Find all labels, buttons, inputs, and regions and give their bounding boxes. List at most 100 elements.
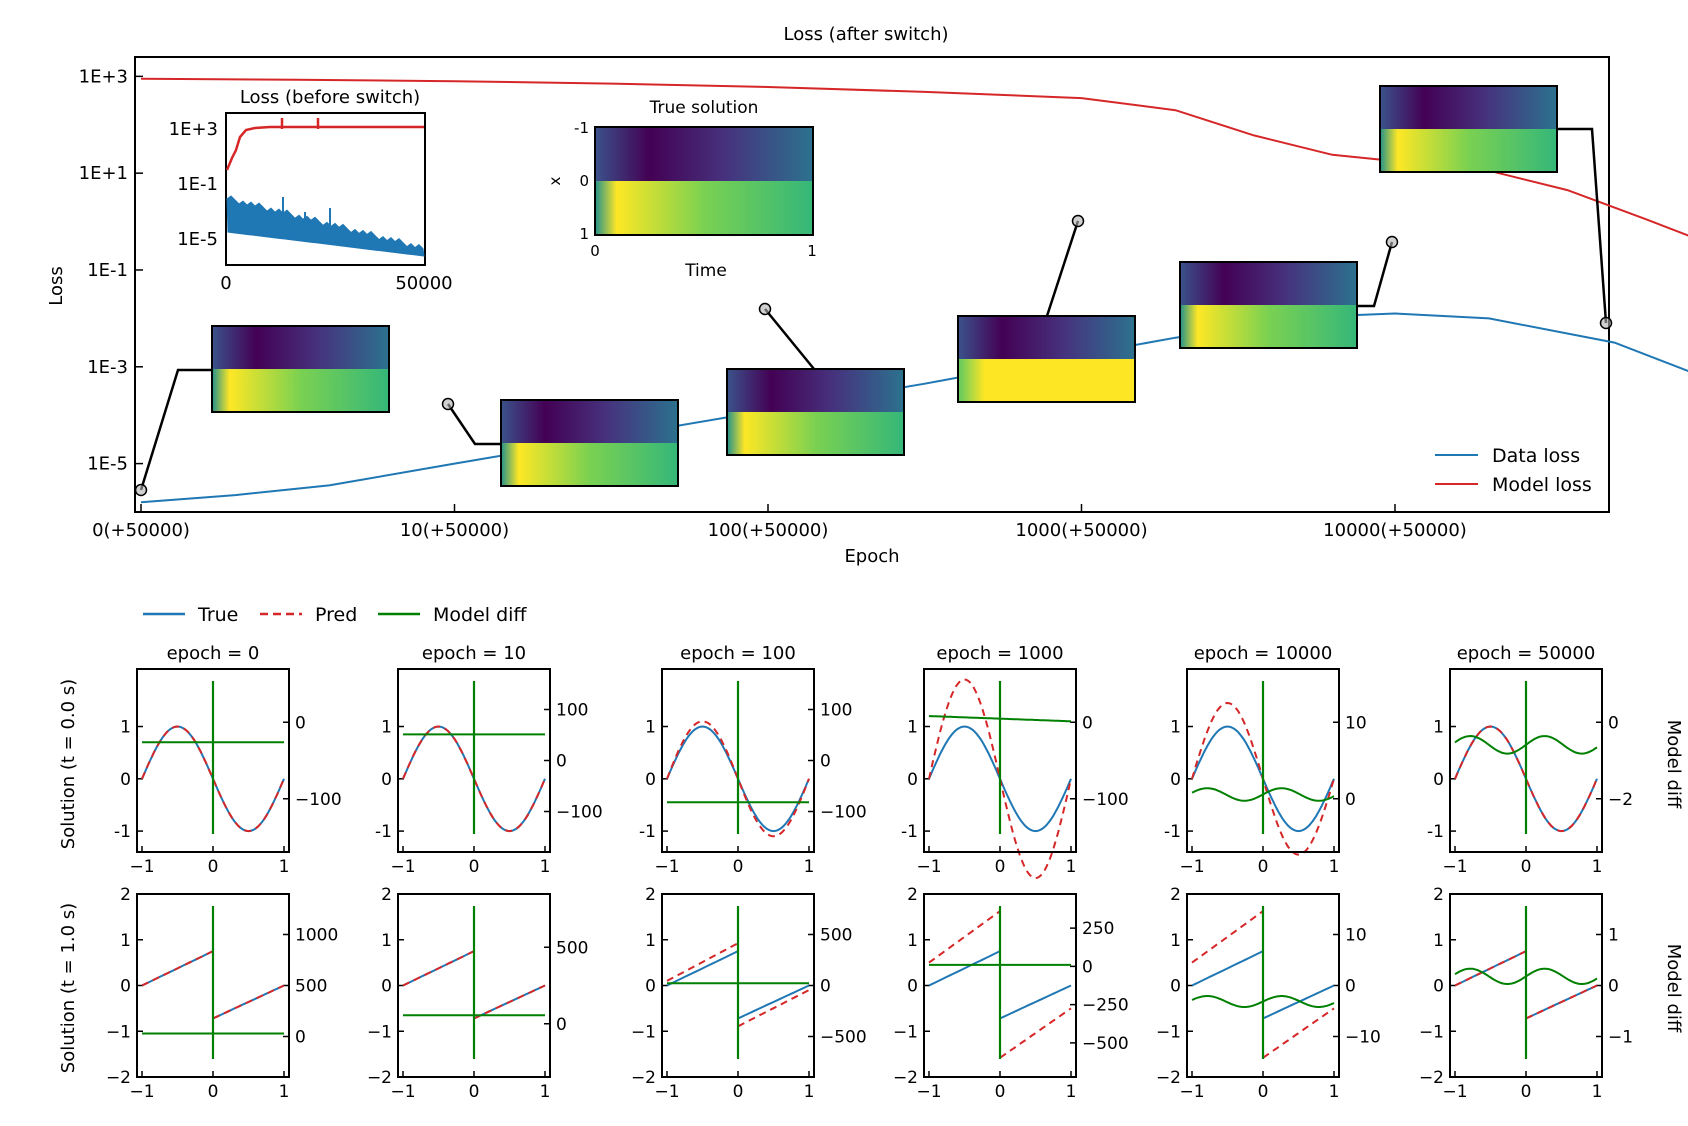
- inset-before-data-loss: [226, 195, 425, 257]
- panel-ytick-label: 1: [1170, 931, 1181, 951]
- snapshot-heatmap-top-4: [1180, 262, 1357, 305]
- panel-y2tick-label: −100: [295, 790, 342, 810]
- panel-y2tick-label: −100: [556, 803, 603, 823]
- panel-title: epoch = 10000: [1194, 643, 1333, 664]
- grid-legend-true: True: [197, 604, 238, 626]
- panel-xtick-label: −1: [916, 857, 941, 877]
- snapshot-connector-3: [1045, 220, 1080, 317]
- panel-xtick-label: 0: [469, 1082, 480, 1102]
- panel-frame: [1186, 893, 1340, 1078]
- panel-xtick-label: −1: [1179, 857, 1204, 877]
- panel-ytick-label: −2: [631, 1068, 656, 1088]
- panel-ytick-label: 1: [381, 718, 392, 738]
- snapshot-heatmap-3: [957, 315, 1136, 403]
- panel-0-5: 1 0 -1 0 −2 −1 0 1 epoch = 50000: [1427, 643, 1633, 877]
- panel-frame: [1186, 668, 1340, 853]
- panel-ytick-label: 2: [907, 885, 918, 905]
- panel-xtick-label: 0: [1521, 1082, 1532, 1102]
- panel-xtick-label: 0: [1258, 857, 1269, 877]
- legend-model-loss: Model loss: [1492, 474, 1592, 496]
- panel-xtick-label: 1: [1592, 1082, 1603, 1102]
- panel-ytick-label: −2: [1419, 1068, 1444, 1088]
- panel-ytick-label: −1: [1419, 1022, 1444, 1042]
- panel-pred-curve: [1191, 910, 1335, 1059]
- panel-frame: [923, 893, 1077, 1078]
- main-xtick-label-0: 0(+50000): [92, 520, 190, 541]
- panel-ytick-label: 0: [1433, 770, 1444, 790]
- panel-title: epoch = 10: [422, 643, 526, 664]
- panel-0-1: 1 0 -1 100 0 −100 −1 0 1 epoch = 10: [375, 643, 603, 877]
- panel-ytick-label: 0: [120, 770, 131, 790]
- panel-ytick-label: 0: [907, 770, 918, 790]
- snapshot-heatmap-bottom-3: [958, 359, 1135, 402]
- main-plot-frame: [134, 56, 1610, 513]
- true-solution-xlabel: Time: [684, 261, 727, 281]
- snapshot-heatmap-0: [211, 325, 390, 413]
- panel-y2tick-label: 10: [1345, 713, 1367, 733]
- panel-xtick-label: 1: [1592, 857, 1603, 877]
- true-solution-ytick-1: 0: [579, 172, 589, 190]
- panel-y2tick-label: 500: [556, 938, 588, 958]
- panel-xtick-label: 0: [469, 857, 480, 877]
- panel-ytick-label: −1: [893, 1022, 918, 1042]
- panel-y2tick-label: 500: [295, 977, 327, 997]
- panel-y2tick-label: 100: [556, 701, 588, 721]
- panel-ytick-label: 1: [645, 718, 656, 738]
- panel-xtick-label: 1: [804, 857, 815, 877]
- snapshot-heatmap-bottom-2: [727, 412, 904, 455]
- panel-xtick-label: 1: [540, 857, 551, 877]
- panel-ytick-label: 0: [1170, 770, 1181, 790]
- panel-xtick-label: 0: [1521, 857, 1532, 877]
- panel-xtick-label: −1: [916, 1082, 941, 1102]
- panel-y2tick-label: 0: [1345, 977, 1356, 997]
- panel-xtick-label: 1: [1329, 1082, 1340, 1102]
- panel-y2tick-label: 0: [1608, 713, 1619, 733]
- inset-before-xtick-1: 50000: [395, 273, 452, 294]
- true-solution-ylabel: x: [546, 176, 564, 185]
- panel-ytick-label: −1: [1156, 1022, 1181, 1042]
- panel-y2tick-label: −2: [1608, 790, 1633, 810]
- inset-before-model-loss: [225, 125, 424, 171]
- panel-frame: [1449, 668, 1603, 853]
- snapshot-heatmap-frame-2: [726, 368, 905, 456]
- snapshot-heatmap-bottom-4: [1180, 305, 1357, 348]
- panel-xtick-label: 0: [1258, 1082, 1269, 1102]
- panel-y2tick-label: 0: [1345, 790, 1356, 810]
- panel-xtick-label: 0: [208, 857, 219, 877]
- panel-0-3: 1 0 -1 0 −100 −1 0 1 epoch = 1000: [901, 643, 1129, 880]
- main-ylabel: Loss: [46, 266, 67, 305]
- panel-y2tick-label: 0: [295, 713, 306, 733]
- panel-ytick-label: −1: [106, 1022, 131, 1042]
- inset-before-ytick-2: 1E-5: [177, 229, 218, 250]
- true-solution-ytick-0: -1: [574, 119, 589, 137]
- panel-ytick-label: 0: [907, 977, 918, 997]
- panel-ytick-label: 2: [120, 885, 131, 905]
- panel-pred-curve: [1454, 950, 1598, 1020]
- true-solution-title: True solution: [649, 98, 759, 118]
- panel-frame: [136, 893, 290, 1078]
- panel-xtick-label: 1: [1066, 857, 1077, 877]
- panel-pred-curve: [1454, 725, 1598, 833]
- panel-ytick-label: 1: [381, 931, 392, 951]
- panel-ytick-label: 1: [120, 718, 131, 738]
- panel-y2tick-label: 0: [1082, 713, 1093, 733]
- panel-title: epoch = 50000: [1457, 643, 1596, 664]
- true-solution-ytick-2: 1: [579, 225, 589, 243]
- snapshot-marker-2: [758, 302, 772, 316]
- snapshot-heatmap-5: [1379, 85, 1558, 173]
- panel-ytick-label: -1: [639, 822, 656, 842]
- panel-xtick-label: 0: [208, 1082, 219, 1102]
- main-xtick-label-1: 10(+50000): [400, 520, 509, 541]
- panel-ytick-label: 2: [1433, 885, 1444, 905]
- panel-ytick-label: -1: [901, 822, 918, 842]
- panel-ytick-label: 1: [907, 718, 918, 738]
- panel-true-curve: [1191, 950, 1335, 1020]
- grid-legend-pred: Pred: [315, 604, 357, 626]
- panel-xtick-label: −1: [1442, 1082, 1467, 1102]
- panel-y2tick-label: 0: [295, 1028, 306, 1048]
- main-ytick-label-2: 1E-1: [87, 260, 128, 281]
- panel-xtick-label: −1: [1442, 857, 1467, 877]
- panel-y2tick-label: 0: [1082, 957, 1093, 977]
